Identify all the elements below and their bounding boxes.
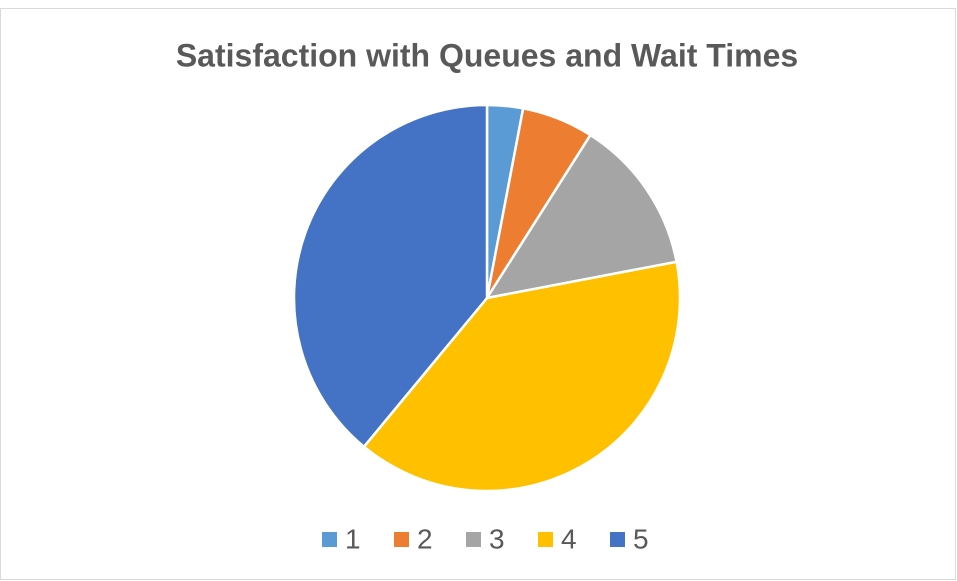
chart-title: Satisfaction with Queues and Wait Times bbox=[176, 37, 798, 73]
legend-label: 4 bbox=[561, 523, 577, 554]
legend-swatch bbox=[610, 532, 625, 547]
legend-label: 3 bbox=[489, 523, 505, 554]
legend-swatch bbox=[466, 532, 481, 547]
legend-swatch bbox=[394, 532, 409, 547]
pie-slice bbox=[292, 103, 489, 448]
legend-swatch bbox=[538, 532, 553, 547]
legend-swatch bbox=[322, 532, 337, 547]
legend-label: 5 bbox=[633, 523, 649, 554]
pie-slice bbox=[362, 260, 682, 493]
legend-label: 1 bbox=[345, 523, 361, 554]
legend-label: 2 bbox=[417, 523, 433, 554]
pie-slice bbox=[485, 133, 678, 300]
